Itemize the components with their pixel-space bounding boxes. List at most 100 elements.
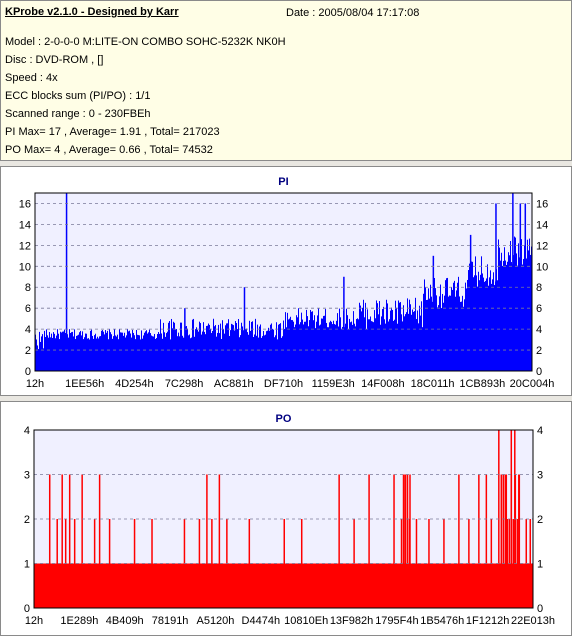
bar [124, 332, 125, 371]
bar [166, 333, 167, 371]
bar [271, 323, 272, 371]
bar [411, 314, 412, 371]
x-tick: 18C011h [411, 378, 455, 390]
y-tick-right: 8 [536, 282, 542, 294]
bar [94, 335, 95, 371]
bar [241, 322, 242, 371]
bar [369, 319, 370, 371]
bar [364, 317, 365, 371]
x-tick: A5120h [196, 615, 234, 627]
bar [445, 280, 446, 371]
bar [108, 339, 109, 371]
bar [252, 321, 253, 371]
x-tick: 10810Eh [284, 615, 328, 627]
bar-spike [56, 519, 58, 608]
bar [139, 335, 140, 371]
bar-spike [343, 276, 345, 371]
bar [474, 275, 475, 371]
y-tick-right: 2 [536, 345, 542, 357]
bar [123, 335, 124, 371]
bar [404, 316, 405, 371]
bar [37, 345, 38, 371]
bar [317, 315, 318, 371]
bar [263, 330, 264, 371]
bar [255, 318, 256, 371]
bar [337, 313, 338, 371]
y-tick-right: 1 [537, 559, 543, 571]
bar [171, 318, 172, 371]
bar [382, 309, 383, 371]
bar [204, 331, 205, 371]
bar [53, 332, 54, 371]
bar [310, 309, 311, 371]
bar [200, 323, 201, 371]
bar [120, 332, 121, 371]
bar [141, 330, 142, 371]
bar [54, 333, 55, 371]
bar [69, 329, 70, 371]
bar [154, 333, 155, 371]
bar [294, 327, 295, 371]
bar [469, 263, 470, 371]
bar [129, 330, 130, 371]
bar [314, 315, 315, 371]
bar [353, 311, 354, 371]
plot-frame [34, 192, 533, 372]
bar [236, 322, 237, 371]
bar [297, 317, 298, 371]
bar-spike [98, 474, 101, 608]
bar [365, 302, 366, 371]
bar [43, 348, 44, 371]
bar [302, 319, 303, 371]
bar [309, 320, 310, 371]
bar [249, 320, 250, 371]
bar [432, 301, 433, 371]
bar [417, 310, 418, 371]
bar [351, 321, 352, 371]
bar [283, 320, 284, 371]
bar [151, 335, 152, 371]
bar [96, 338, 97, 371]
bar [222, 320, 223, 371]
bar [248, 334, 249, 371]
bar [285, 312, 286, 371]
bar [384, 319, 385, 371]
bar-spike [184, 308, 186, 371]
bar-spike [68, 474, 71, 608]
bar [465, 282, 466, 371]
bar [61, 332, 62, 371]
bar [106, 332, 107, 371]
bar [152, 336, 153, 371]
bar [303, 324, 304, 371]
bar [281, 337, 282, 371]
bar [526, 258, 527, 371]
bar [92, 335, 93, 371]
x-tick: 1EE56h [65, 378, 104, 390]
bar-spike [505, 474, 508, 608]
bar-spike [485, 474, 488, 608]
bar [435, 288, 436, 371]
bar [511, 262, 512, 371]
bar [334, 324, 335, 371]
bar [289, 318, 290, 371]
bar [56, 335, 57, 371]
bar [189, 334, 190, 371]
bar [121, 332, 122, 371]
bar [522, 264, 523, 371]
bar [312, 311, 313, 371]
bar-spike [524, 203, 527, 371]
bar [339, 308, 340, 371]
bar [483, 277, 484, 371]
bar [132, 329, 133, 371]
bar [42, 334, 43, 371]
bar [503, 260, 504, 371]
bar [280, 323, 281, 371]
bar [449, 295, 450, 371]
bar [156, 338, 157, 371]
bar [390, 310, 391, 371]
bar [431, 296, 432, 371]
po-chart: PO 0 0 1 1 2 2 3 3 4 4 12h 1E289h 4B409h 78191h A5120h D… [24, 413, 555, 627]
po-chart-panel: PO 0 0 1 1 2 2 3 3 4 4 12h 1E289h 4B409h 78191h A5120h D… [0, 401, 572, 636]
bar [375, 318, 376, 371]
bar [107, 330, 108, 371]
